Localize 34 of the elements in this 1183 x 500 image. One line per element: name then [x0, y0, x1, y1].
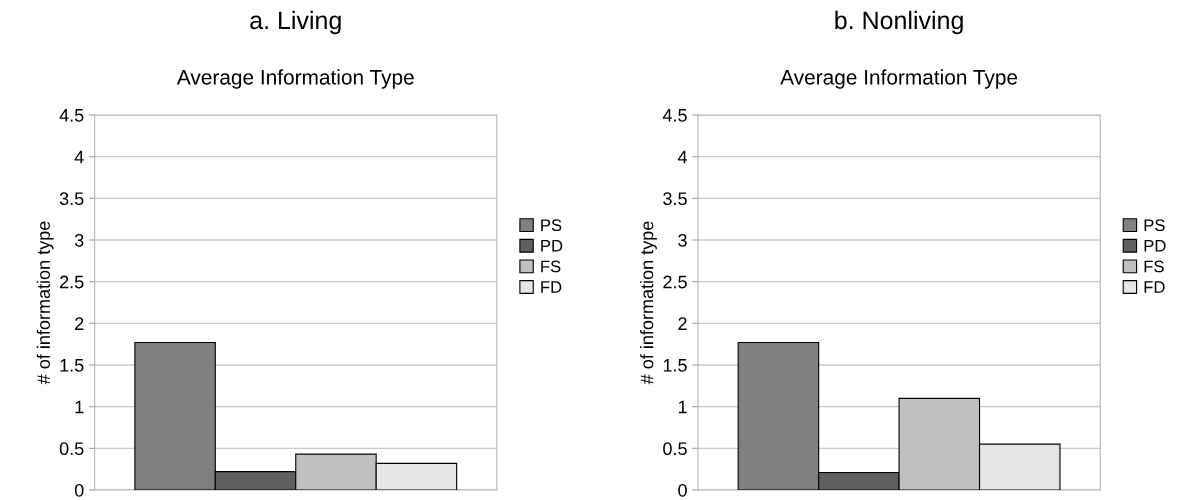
y-tick-label: 0 — [74, 483, 84, 497]
y-tick-label: 1.5 — [663, 359, 687, 372]
y-tick-label: 2.5 — [60, 275, 84, 289]
legend-label: FS — [541, 260, 561, 273]
chart-title: b. Nonliving — [835, 10, 963, 35]
y-tick-label: 2 — [678, 317, 687, 330]
legend-label: PS — [1144, 219, 1165, 232]
y-tick-label: 3.5 — [59, 192, 84, 206]
legend-label: PD — [541, 240, 563, 252]
y-tick-label: 1 — [678, 400, 687, 414]
legend-label: PS — [541, 219, 562, 232]
y-tick-label: 0.5 — [59, 442, 84, 456]
legend-label: FS — [1144, 260, 1164, 273]
y-tick-label: 1 — [75, 400, 84, 414]
y-axis-title: # of information type — [640, 221, 657, 385]
y-tick-label: 3 — [74, 233, 84, 247]
y-tick-label: 1.5 — [60, 359, 84, 372]
chart-subtitle: Average Information Type — [780, 69, 1018, 89]
y-tick-label: 4 — [677, 150, 688, 164]
y-tick-label: 2 — [75, 317, 84, 330]
y-tick-label: 4.5 — [662, 109, 687, 122]
y-tick-label: 0.5 — [663, 442, 687, 456]
y-tick-label: 2.5 — [663, 275, 687, 289]
y-tick-label: 4 — [74, 150, 84, 164]
y-tick-label: 4.5 — [59, 109, 84, 122]
legend-label: FD — [541, 281, 562, 293]
chart-subtitle: Average Information Type — [176, 69, 414, 89]
legend-label: FD — [1144, 281, 1165, 293]
y-tick-label: 3 — [678, 233, 687, 247]
legend-label: PD — [1144, 240, 1166, 252]
y-tick-label: 3.5 — [663, 192, 687, 206]
y-tick-label: 0 — [678, 483, 687, 497]
y-axis-title: # of information type — [36, 221, 54, 385]
chart-title: a. Living — [250, 10, 341, 35]
